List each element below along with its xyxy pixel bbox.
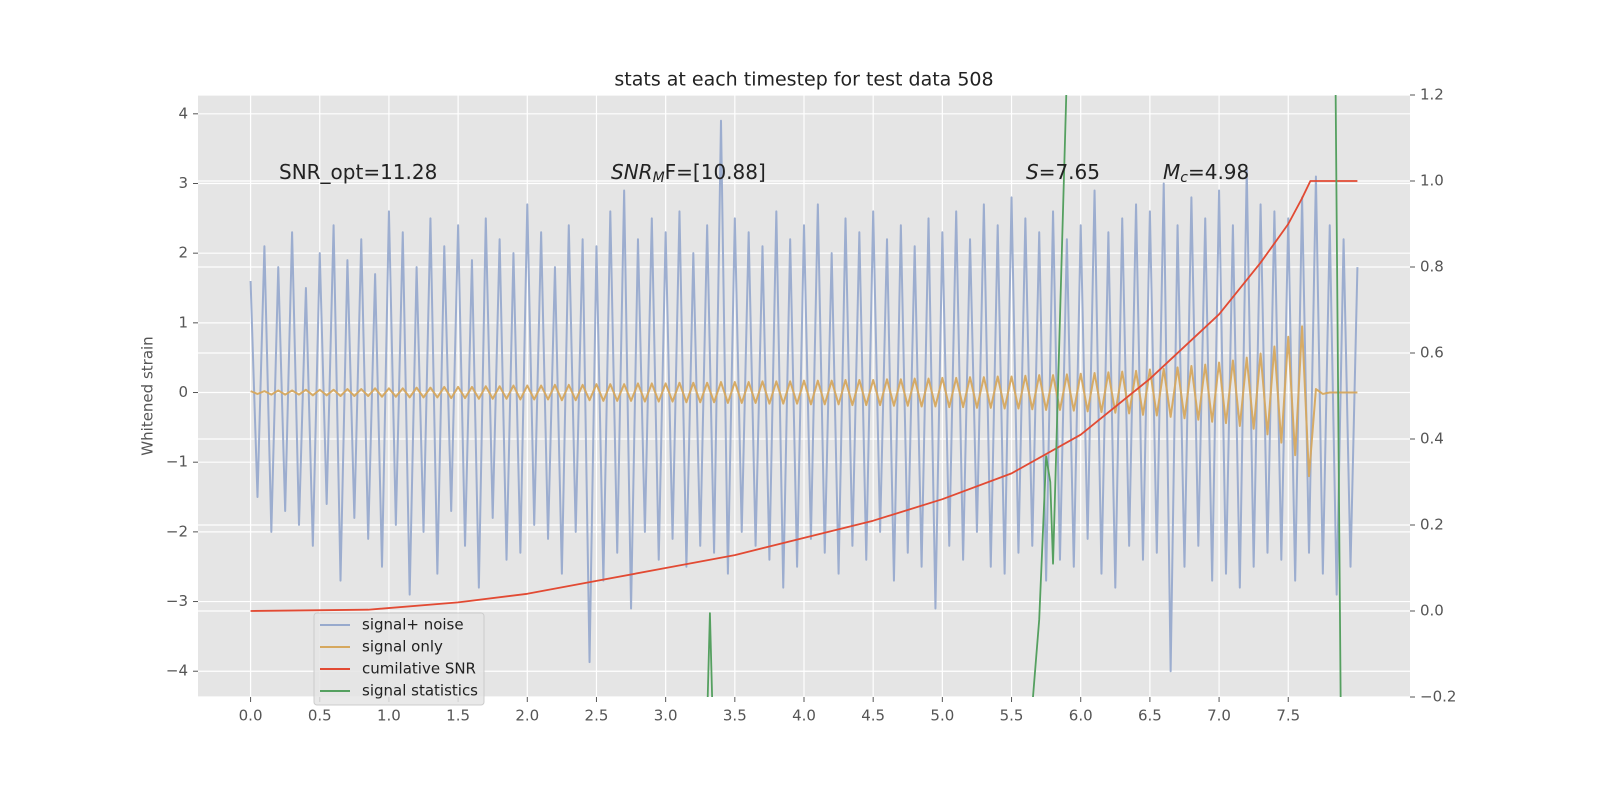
x-tick-label: 6.0 bbox=[1069, 707, 1093, 725]
legend-label: signal+ noise bbox=[362, 616, 464, 634]
y2-tick-label: 0.8 bbox=[1420, 258, 1444, 276]
x-tick-label: 3.5 bbox=[723, 707, 747, 725]
x-tick-label: 4.0 bbox=[792, 707, 816, 725]
chart-title: stats at each timestep for test data 508 bbox=[614, 69, 993, 91]
y-tick-label: 4 bbox=[178, 104, 188, 122]
x-tick-label: 5.0 bbox=[930, 707, 954, 725]
x-tick-label: 3.0 bbox=[654, 707, 678, 725]
annotation-text: SNR_opt=11.28 bbox=[279, 160, 437, 184]
legend-label: signal statistics bbox=[362, 682, 478, 700]
legend-box bbox=[313, 612, 485, 706]
grid bbox=[198, 94, 1410, 698]
annotation: S=7.65 bbox=[1026, 160, 1100, 184]
annotation-base: SNR bbox=[611, 160, 653, 184]
annotation-base: M bbox=[1163, 160, 1180, 184]
annotation-sub: M bbox=[653, 170, 665, 186]
series-line bbox=[250, 325, 1358, 478]
x-tick-label: 0.0 bbox=[239, 707, 263, 725]
series-line bbox=[706, 95, 1342, 697]
y2-tick-label: 0.6 bbox=[1420, 344, 1444, 362]
x-tick-label: 7.0 bbox=[1207, 707, 1231, 725]
x-tick-label: 7.5 bbox=[1276, 707, 1300, 725]
series-line bbox=[249, 119, 1359, 673]
annotation-rest: F=[10.88] bbox=[665, 160, 766, 184]
y2-tick-label: −0.2 bbox=[1420, 688, 1456, 706]
y2-tick-label: 0.2 bbox=[1420, 516, 1444, 534]
y-tick-label: 3 bbox=[178, 174, 188, 192]
annotation: Mc=4.98 bbox=[1163, 160, 1249, 187]
y-tick-label: −1 bbox=[166, 453, 188, 471]
y-tick-label: 0 bbox=[178, 383, 188, 401]
annotation-rest: =4.98 bbox=[1188, 160, 1249, 184]
y-tick-label: −4 bbox=[166, 662, 188, 680]
x-tick-label: 2.0 bbox=[515, 707, 539, 725]
annotation: SNRMF=[10.88] bbox=[611, 160, 766, 187]
x-tick-label: 1.5 bbox=[446, 707, 470, 725]
y2-tick-label: 1.2 bbox=[1420, 86, 1444, 104]
y-tick-label: 1 bbox=[178, 313, 188, 331]
y2-tick-label: 0.0 bbox=[1420, 602, 1444, 620]
y2-tick-label: 1.0 bbox=[1420, 172, 1444, 190]
legend-label: cumilative SNR bbox=[362, 660, 476, 678]
x-tick-label: 0.5 bbox=[308, 707, 332, 725]
legend-label: signal only bbox=[362, 638, 443, 656]
legend: signal+ noise signal only cumilative SNR si… bbox=[313, 612, 485, 706]
y-tick-label: −3 bbox=[166, 592, 188, 610]
y2-tick-label: 0.4 bbox=[1420, 430, 1444, 448]
y-tick-label: −2 bbox=[166, 522, 188, 540]
annotation-base: S bbox=[1026, 160, 1039, 184]
annotation-sub: c bbox=[1180, 170, 1188, 186]
x-tick-label: 6.5 bbox=[1138, 707, 1162, 725]
plot-area bbox=[249, 95, 1359, 697]
series-line bbox=[250, 180, 1358, 612]
x-tick-label: 2.5 bbox=[585, 707, 609, 725]
y-axis-label: Whitened strain bbox=[139, 336, 157, 455]
x-tick-label: 1.0 bbox=[377, 707, 401, 725]
x-tick-label: 5.5 bbox=[1000, 707, 1024, 725]
annotation: SNR_opt=11.28 bbox=[279, 160, 437, 184]
x-tick-label: 4.5 bbox=[861, 707, 885, 725]
y-tick-label: 2 bbox=[178, 244, 188, 262]
annotation-rest: =7.65 bbox=[1039, 160, 1100, 184]
